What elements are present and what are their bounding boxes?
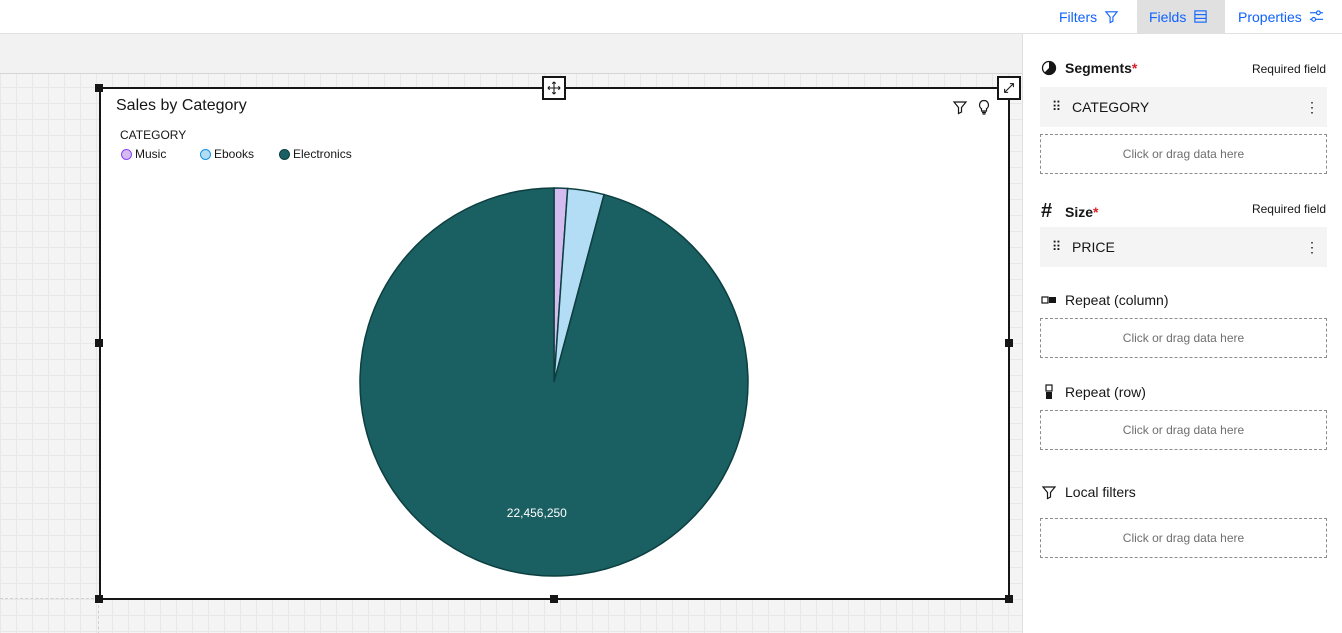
- tab-filters[interactable]: Filters: [1047, 0, 1131, 33]
- size-field-label: PRICE: [1072, 239, 1115, 255]
- resize-handle-bm[interactable]: [550, 595, 558, 603]
- local-filters-header: Local filters: [1041, 484, 1136, 500]
- pie-data-label: 22,456,250: [507, 506, 567, 520]
- size-title: Size*: [1065, 203, 1099, 220]
- guide-line: [0, 598, 99, 599]
- resize-handle-bl[interactable]: [95, 595, 103, 603]
- resize-handle-br[interactable]: [1005, 595, 1013, 603]
- resize-handle-ml[interactable]: [95, 339, 103, 347]
- resize-handle-tl[interactable]: [95, 84, 103, 92]
- resize-handle-mr[interactable]: [1005, 339, 1013, 347]
- move-handle[interactable]: [542, 76, 566, 100]
- repeat-column-header: Repeat (column): [1041, 292, 1169, 308]
- legend-swatch: [121, 148, 132, 160]
- filter-icon: [1041, 486, 1057, 500]
- legend-label: Ebooks: [214, 147, 255, 161]
- tab-fields[interactable]: Fields: [1137, 0, 1225, 33]
- size-required-text: Required field: [1251, 202, 1326, 216]
- filter-icon[interactable]: [952, 99, 968, 115]
- pie-icon: [1041, 60, 1057, 76]
- legend-label: Electronics: [293, 147, 352, 161]
- local-filters-title: Local filters: [1065, 484, 1136, 500]
- hash-icon: #: [1041, 200, 1053, 222]
- legend-item-electronics[interactable]: Electronics: [279, 147, 352, 161]
- segments-header: Segments*: [1041, 60, 1137, 76]
- repeat-row-header: Repeat (row): [1041, 384, 1146, 400]
- repeat-column-icon: [1041, 296, 1056, 304]
- tab-filters-label: Filters: [1059, 8, 1098, 25]
- expand-button[interactable]: [997, 76, 1021, 100]
- segments-title-text: Segments: [1065, 60, 1132, 76]
- repeat-row-icon: [1045, 384, 1053, 399]
- segments-drop-zone[interactable]: Click or drag data here: [1040, 134, 1327, 174]
- segments-field-chip[interactable]: ⠿ CATEGORY ⋮: [1040, 87, 1327, 127]
- local-filters-drop-zone[interactable]: Click or drag data here: [1040, 518, 1327, 558]
- canvas-header-strip: [0, 34, 1022, 74]
- filter-icon: [1104, 11, 1119, 24]
- segments-required-text: Required field: [1251, 62, 1326, 76]
- fields-icon: [1194, 10, 1208, 23]
- drag-handle-icon[interactable]: ⠿: [1051, 99, 1062, 114]
- legend-swatch: [279, 148, 290, 160]
- segments-title: Segments*: [1065, 60, 1138, 76]
- legend-item-ebooks[interactable]: Ebooks: [200, 147, 254, 161]
- lightbulb-icon[interactable]: [976, 99, 992, 115]
- segments-field-label: CATEGORY: [1072, 99, 1150, 115]
- repeat-column-title: Repeat (column): [1065, 292, 1169, 308]
- size-title-text: Size: [1065, 203, 1094, 220]
- top-toolbar: Filters Fields Properties: [0, 0, 1342, 34]
- drag-handle-icon[interactable]: ⠿: [1051, 239, 1062, 254]
- tab-fields-label: Fields: [1149, 8, 1187, 25]
- expand-icon: [1004, 83, 1014, 93]
- guide-line: [98, 600, 99, 633]
- fields-panel: Segments* Required field ⠿ CATEGORY ⋮ Cl…: [1022, 34, 1342, 633]
- repeat-row-drop-zone[interactable]: Click or drag data here: [1040, 410, 1327, 450]
- legend-swatch: [200, 148, 211, 160]
- size-header: # Size*: [1041, 200, 1098, 223]
- repeat-column-drop-zone[interactable]: Click or drag data here: [1040, 318, 1327, 358]
- pie-slice-electronics[interactable]: [359, 187, 749, 577]
- move-icon: [547, 81, 561, 95]
- legend-title: CATEGORY: [120, 128, 187, 142]
- size-field-chip[interactable]: ⠿ PRICE ⋮: [1040, 227, 1327, 267]
- legend-label: Music: [135, 147, 167, 161]
- chart-title: Sales by Category: [116, 97, 247, 114]
- overflow-menu-icon[interactable]: ⋮: [1305, 98, 1319, 115]
- legend-item-music[interactable]: Music: [121, 147, 166, 161]
- repeat-row-title: Repeat (row): [1065, 384, 1146, 400]
- overflow-menu-icon[interactable]: ⋮: [1305, 238, 1319, 255]
- sliders-icon: [1309, 10, 1323, 22]
- tab-properties-label: Properties: [1238, 8, 1302, 25]
- tab-properties[interactable]: Properties: [1226, 0, 1336, 33]
